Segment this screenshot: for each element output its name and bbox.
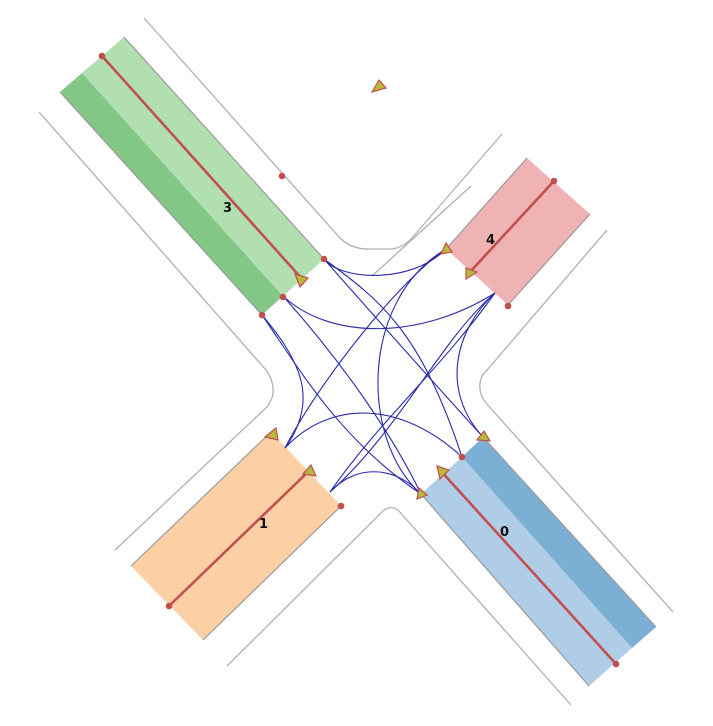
- arrow-icon: [439, 241, 454, 255]
- reference-lines: [100, 54, 618, 666]
- arrow-icon: [293, 273, 310, 289]
- node: [165, 602, 173, 610]
- road-0-border-right: [482, 436, 657, 628]
- road-3-border-left: [59, 91, 263, 316]
- road-edge-south: [226, 507, 572, 706]
- road-edge-north: [143, 17, 503, 250]
- node: [279, 293, 287, 301]
- road-edge-inner-north: [371, 185, 472, 277]
- connector: [284, 412, 463, 458]
- road-edge-east: [479, 229, 674, 613]
- node: [278, 172, 286, 180]
- road-1-border-right: [202, 505, 342, 641]
- arrow-icon: [475, 429, 492, 442]
- road-4-border-right: [507, 213, 591, 306]
- node: [258, 311, 266, 319]
- road-1-lane: [131, 432, 341, 640]
- node: [337, 502, 345, 510]
- road-0-label: 0: [500, 525, 509, 540]
- connector: [377, 248, 447, 495]
- connector: [323, 258, 463, 458]
- node: [504, 302, 512, 310]
- road-4[interactable]: [445, 157, 591, 306]
- road-4-lane: [446, 158, 590, 305]
- road-labels: 3 4 1 0: [223, 201, 509, 540]
- road-3-reference-line: [100, 54, 305, 282]
- road-0[interactable]: [420, 436, 657, 687]
- road-1[interactable]: [130, 431, 342, 641]
- junction-connectors: [261, 248, 496, 495]
- road-edges: [38, 17, 674, 706]
- connector: [456, 292, 496, 438]
- road-3-border-right: [123, 36, 325, 260]
- arrow-icon: [416, 486, 429, 500]
- connector: [329, 471, 422, 495]
- node: [320, 255, 328, 263]
- nodes: [98, 52, 620, 668]
- road-4-label: 4: [486, 233, 495, 248]
- road-0-lane-outer: [462, 437, 656, 648]
- road-0-reference-line: [438, 468, 618, 666]
- road-3-label: 3: [223, 201, 232, 216]
- arrow-icon: [436, 465, 451, 481]
- connector: [282, 295, 422, 495]
- road-4-border-left: [445, 157, 528, 250]
- direction-arrows: [263, 78, 492, 500]
- road-1-reference-line: [167, 468, 312, 608]
- node: [458, 453, 466, 461]
- connector: [261, 314, 422, 495]
- road-0-lane-inner: [421, 457, 632, 686]
- arrow-icon: [263, 426, 279, 441]
- arrow-icon: [465, 267, 479, 281]
- road-4-reference-line: [468, 179, 556, 274]
- connector: [261, 314, 304, 449]
- node: [98, 52, 106, 60]
- arrow-icon: [301, 463, 318, 477]
- connector: [323, 258, 484, 438]
- road-edge-west: [38, 111, 274, 551]
- node: [612, 660, 620, 668]
- arrow-icon: [370, 78, 388, 93]
- connector: [282, 292, 496, 330]
- road-0-border-left: [420, 493, 590, 687]
- connector: [284, 248, 447, 449]
- road-3-lane-outer: [60, 73, 283, 315]
- road-1-label: 1: [259, 517, 268, 532]
- road-1-border-left: [130, 431, 272, 567]
- node: [550, 177, 558, 185]
- connector: [329, 292, 496, 493]
